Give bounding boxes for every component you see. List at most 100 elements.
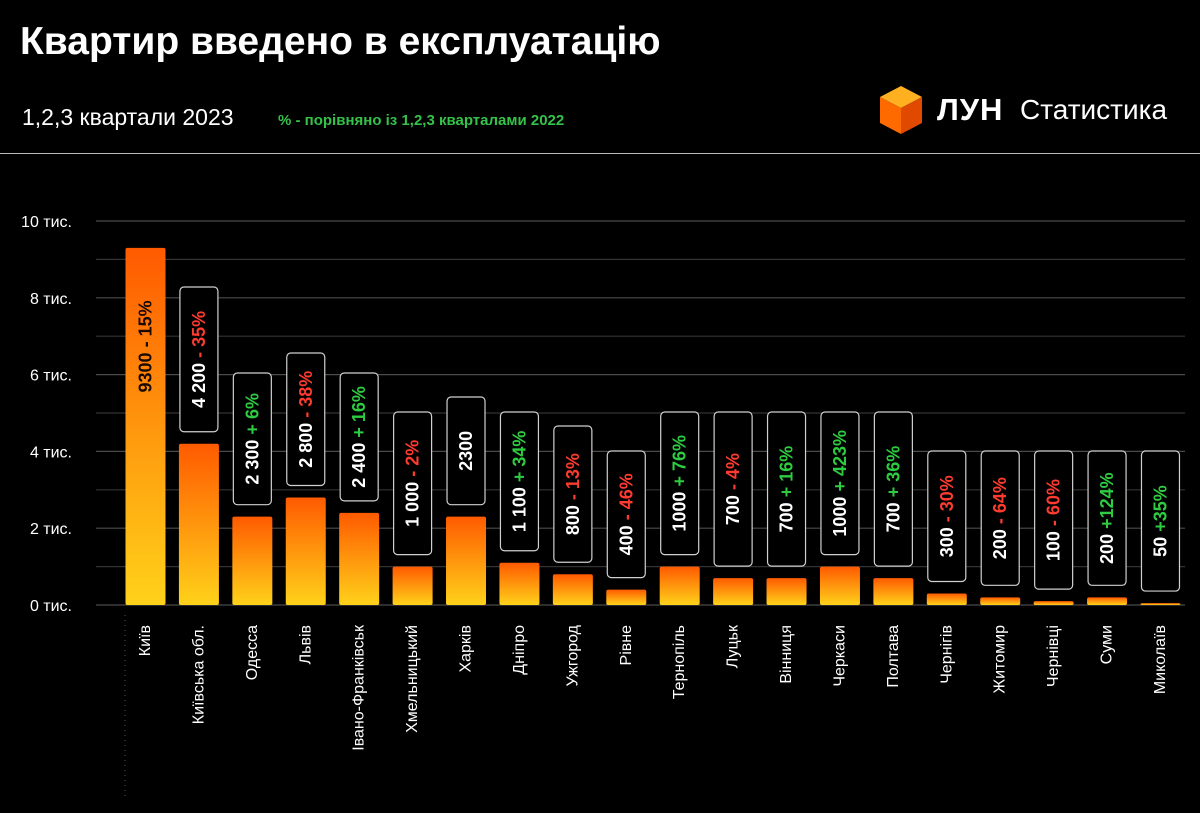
- category-label: Чернівці: [1045, 625, 1062, 687]
- category-label: Київська обл.: [190, 625, 207, 724]
- category-label: Дніпро: [511, 625, 528, 675]
- lun-logo: ЛУН Статистика: [878, 84, 1188, 140]
- value-number: 2300: [456, 431, 476, 471]
- y-tick-label: 10 тис.: [21, 214, 72, 231]
- value-label-box: [873, 411, 913, 567]
- bar-group: 100 - 60% Чернівці: [1033, 450, 1074, 687]
- category-label: Хмельницький: [404, 625, 421, 733]
- value-number: 1000: [830, 497, 850, 537]
- bar-group: 2 300 + 6% Одесса: [232, 372, 273, 680]
- value-number: 2 400: [349, 443, 369, 488]
- value-label-box: [339, 372, 379, 502]
- value-number: 50: [1150, 537, 1170, 557]
- category-label: Харків: [458, 625, 475, 673]
- category-label: Ужгород: [564, 624, 581, 686]
- bar: [125, 247, 166, 605]
- bar: [873, 578, 914, 605]
- change-percent: - 4%: [723, 453, 743, 495]
- value-label-box: [1140, 450, 1181, 592]
- bar: [339, 512, 380, 605]
- orange-cube-icon: [880, 86, 922, 134]
- bar: [552, 574, 593, 605]
- y-tick-label: 8 тис.: [30, 291, 72, 308]
- category-label: Івано-Франківськ: [351, 624, 368, 751]
- period-subtitle: 1,2,3 квартали 2023: [22, 104, 234, 130]
- bar: [606, 589, 647, 605]
- bar: [1033, 601, 1074, 605]
- change-percent: - 2%: [403, 440, 423, 482]
- change-percent: +124%: [1097, 472, 1117, 534]
- category-label: Вінниця: [778, 625, 795, 684]
- bar-group: 2300 Харків: [446, 396, 487, 673]
- change-percent: - 64%: [990, 477, 1010, 529]
- value-label-box: [766, 411, 807, 567]
- bar: [766, 578, 807, 605]
- bar-group: 800 - 13% Ужгород: [552, 425, 593, 687]
- value-label: 200 +124%: [1097, 472, 1117, 564]
- change-percent: - 46%: [616, 473, 636, 525]
- value-label-box: [1034, 450, 1074, 590]
- value-label-box: [553, 425, 593, 563]
- bar: [713, 578, 754, 605]
- value-number: 700: [777, 502, 797, 532]
- value-label-box: [446, 396, 486, 506]
- value-number: 2 800: [296, 423, 316, 468]
- y-tick-label: 6 тис.: [30, 368, 72, 385]
- change-percent: + 423%: [830, 430, 850, 497]
- value-number: 1000: [670, 492, 690, 532]
- category-label: Чернігів: [938, 625, 955, 684]
- value-label: 9300 - 15%: [136, 300, 156, 392]
- change-percent: + 16%: [349, 386, 369, 443]
- value-label: 700 + 36%: [883, 446, 903, 533]
- bar: [659, 566, 700, 605]
- bar: [446, 516, 487, 605]
- category-label: Рівне: [618, 625, 635, 666]
- value-label-box: [286, 352, 326, 487]
- value-label: 300 - 30%: [937, 475, 957, 557]
- logo-label: Статистика: [1020, 94, 1168, 125]
- category-label: Суми: [1099, 625, 1116, 664]
- value-label-box: [179, 286, 219, 433]
- value-number: 2 300: [242, 440, 262, 485]
- change-percent: - 13%: [563, 453, 583, 505]
- value-label: 50 +35%: [1150, 485, 1170, 557]
- bar: [980, 597, 1021, 605]
- bar-group: 700 + 36% Полтава: [873, 411, 914, 688]
- change-percent: + 76%: [670, 435, 690, 492]
- value-label: 1 100 + 34%: [509, 431, 529, 533]
- value-number: 1 000: [403, 482, 423, 527]
- logo-brand: ЛУН: [937, 92, 1004, 127]
- change-percent: - 38%: [296, 371, 316, 423]
- value-label: 100 - 60%: [1044, 479, 1064, 561]
- bar-group: 200 +124% Суми: [1087, 450, 1128, 664]
- bar-group: 9300 - 15% Київ: [125, 247, 166, 656]
- value-number: 300: [937, 527, 957, 557]
- value-number: 4 200: [189, 363, 209, 408]
- bar-group: 1000 + 423% Черкаси: [819, 411, 860, 687]
- bar-group: 2 400 + 16% Івано-Франківськ: [339, 372, 380, 751]
- y-tick-label: 0 тис.: [30, 598, 72, 615]
- value-label-box: [499, 411, 540, 552]
- value-label-box: [232, 372, 272, 506]
- value-label: 2 400 + 16%: [349, 386, 369, 488]
- value-label: 200 - 64%: [990, 477, 1010, 559]
- value-label-box: [820, 411, 860, 556]
- bar: [819, 566, 860, 605]
- value-label-box: [927, 450, 967, 583]
- value-number: 200: [990, 529, 1010, 559]
- value-label: 800 - 13%: [563, 453, 583, 535]
- value-label: 2 300 + 6%: [242, 393, 262, 485]
- bar-group: 1 100 + 34% Дніпро: [499, 411, 540, 675]
- bar-group: 200 - 64% Житомир: [980, 450, 1021, 694]
- bar-group: 4 200 - 35% Київська обл.: [178, 286, 219, 724]
- y-tick-label: 4 тис.: [30, 444, 72, 461]
- bar-group: 1000 + 76% Тернопіль: [659, 411, 700, 699]
- value-label: 700 - 4%: [723, 453, 743, 525]
- value-number: 400: [616, 525, 636, 555]
- category-label: Житомир: [992, 625, 1009, 694]
- comparison-note: % - порівняно із 1,2,3 кварталами 2022: [278, 112, 565, 129]
- change-percent: - 30%: [937, 475, 957, 527]
- value-label: 4 200 - 35%: [189, 311, 209, 408]
- header-divider: [0, 153, 1200, 154]
